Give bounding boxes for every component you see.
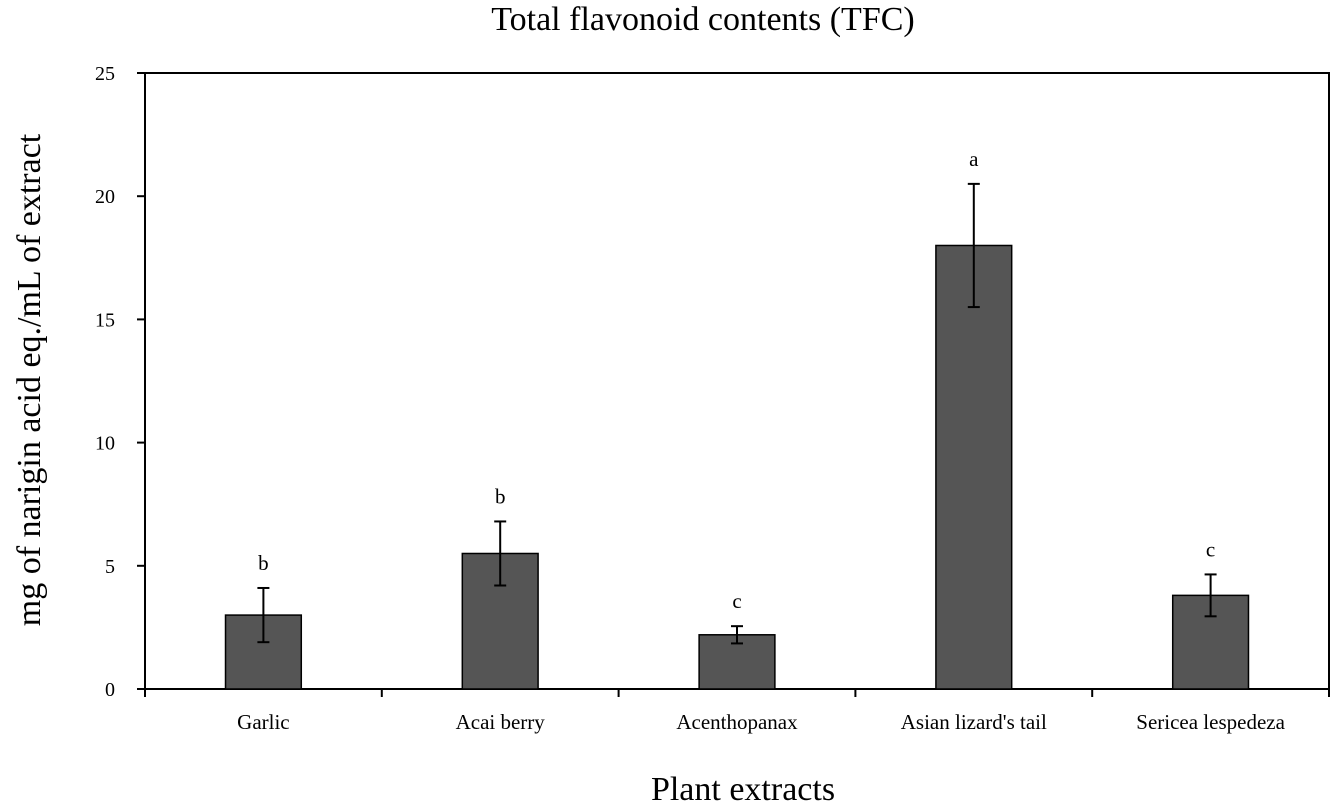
bar xyxy=(935,244,1013,690)
significance-label: a xyxy=(969,147,979,171)
x-tick-label: Sericea lespedeza xyxy=(1136,710,1285,734)
x-axis: Garlic Acai berry Acenthopanax Asian lizard… xyxy=(144,689,1330,734)
significance-label: c xyxy=(732,589,741,613)
significance-label: b xyxy=(258,551,269,575)
y-tick-label: 0 xyxy=(105,679,115,701)
chart-title: Total flavonoid contents (TFC) xyxy=(491,1,915,38)
y-tick-label: 25 xyxy=(95,63,115,85)
significance-label: c xyxy=(1206,537,1215,561)
y-axis-label: mg of narigin acid eq./mL of extract xyxy=(11,133,48,626)
y-tick-label: 5 xyxy=(105,556,115,578)
y-axis: 0 5 10 15 20 25 xyxy=(95,63,145,701)
x-tick-label: Acai berry xyxy=(456,710,546,734)
bar-series: b b c a c xyxy=(224,147,1250,690)
x-tick-label: Acenthopanax xyxy=(676,710,798,734)
x-tick-label: Garlic xyxy=(237,710,289,734)
x-tick-label: Asian lizard's tail xyxy=(901,710,1047,734)
significance-label: b xyxy=(495,484,506,508)
x-axis-label: Plant extracts xyxy=(651,771,835,803)
y-tick-label: 20 xyxy=(95,186,115,208)
y-tick-label: 15 xyxy=(95,309,115,331)
y-tick-label: 10 xyxy=(95,433,115,455)
